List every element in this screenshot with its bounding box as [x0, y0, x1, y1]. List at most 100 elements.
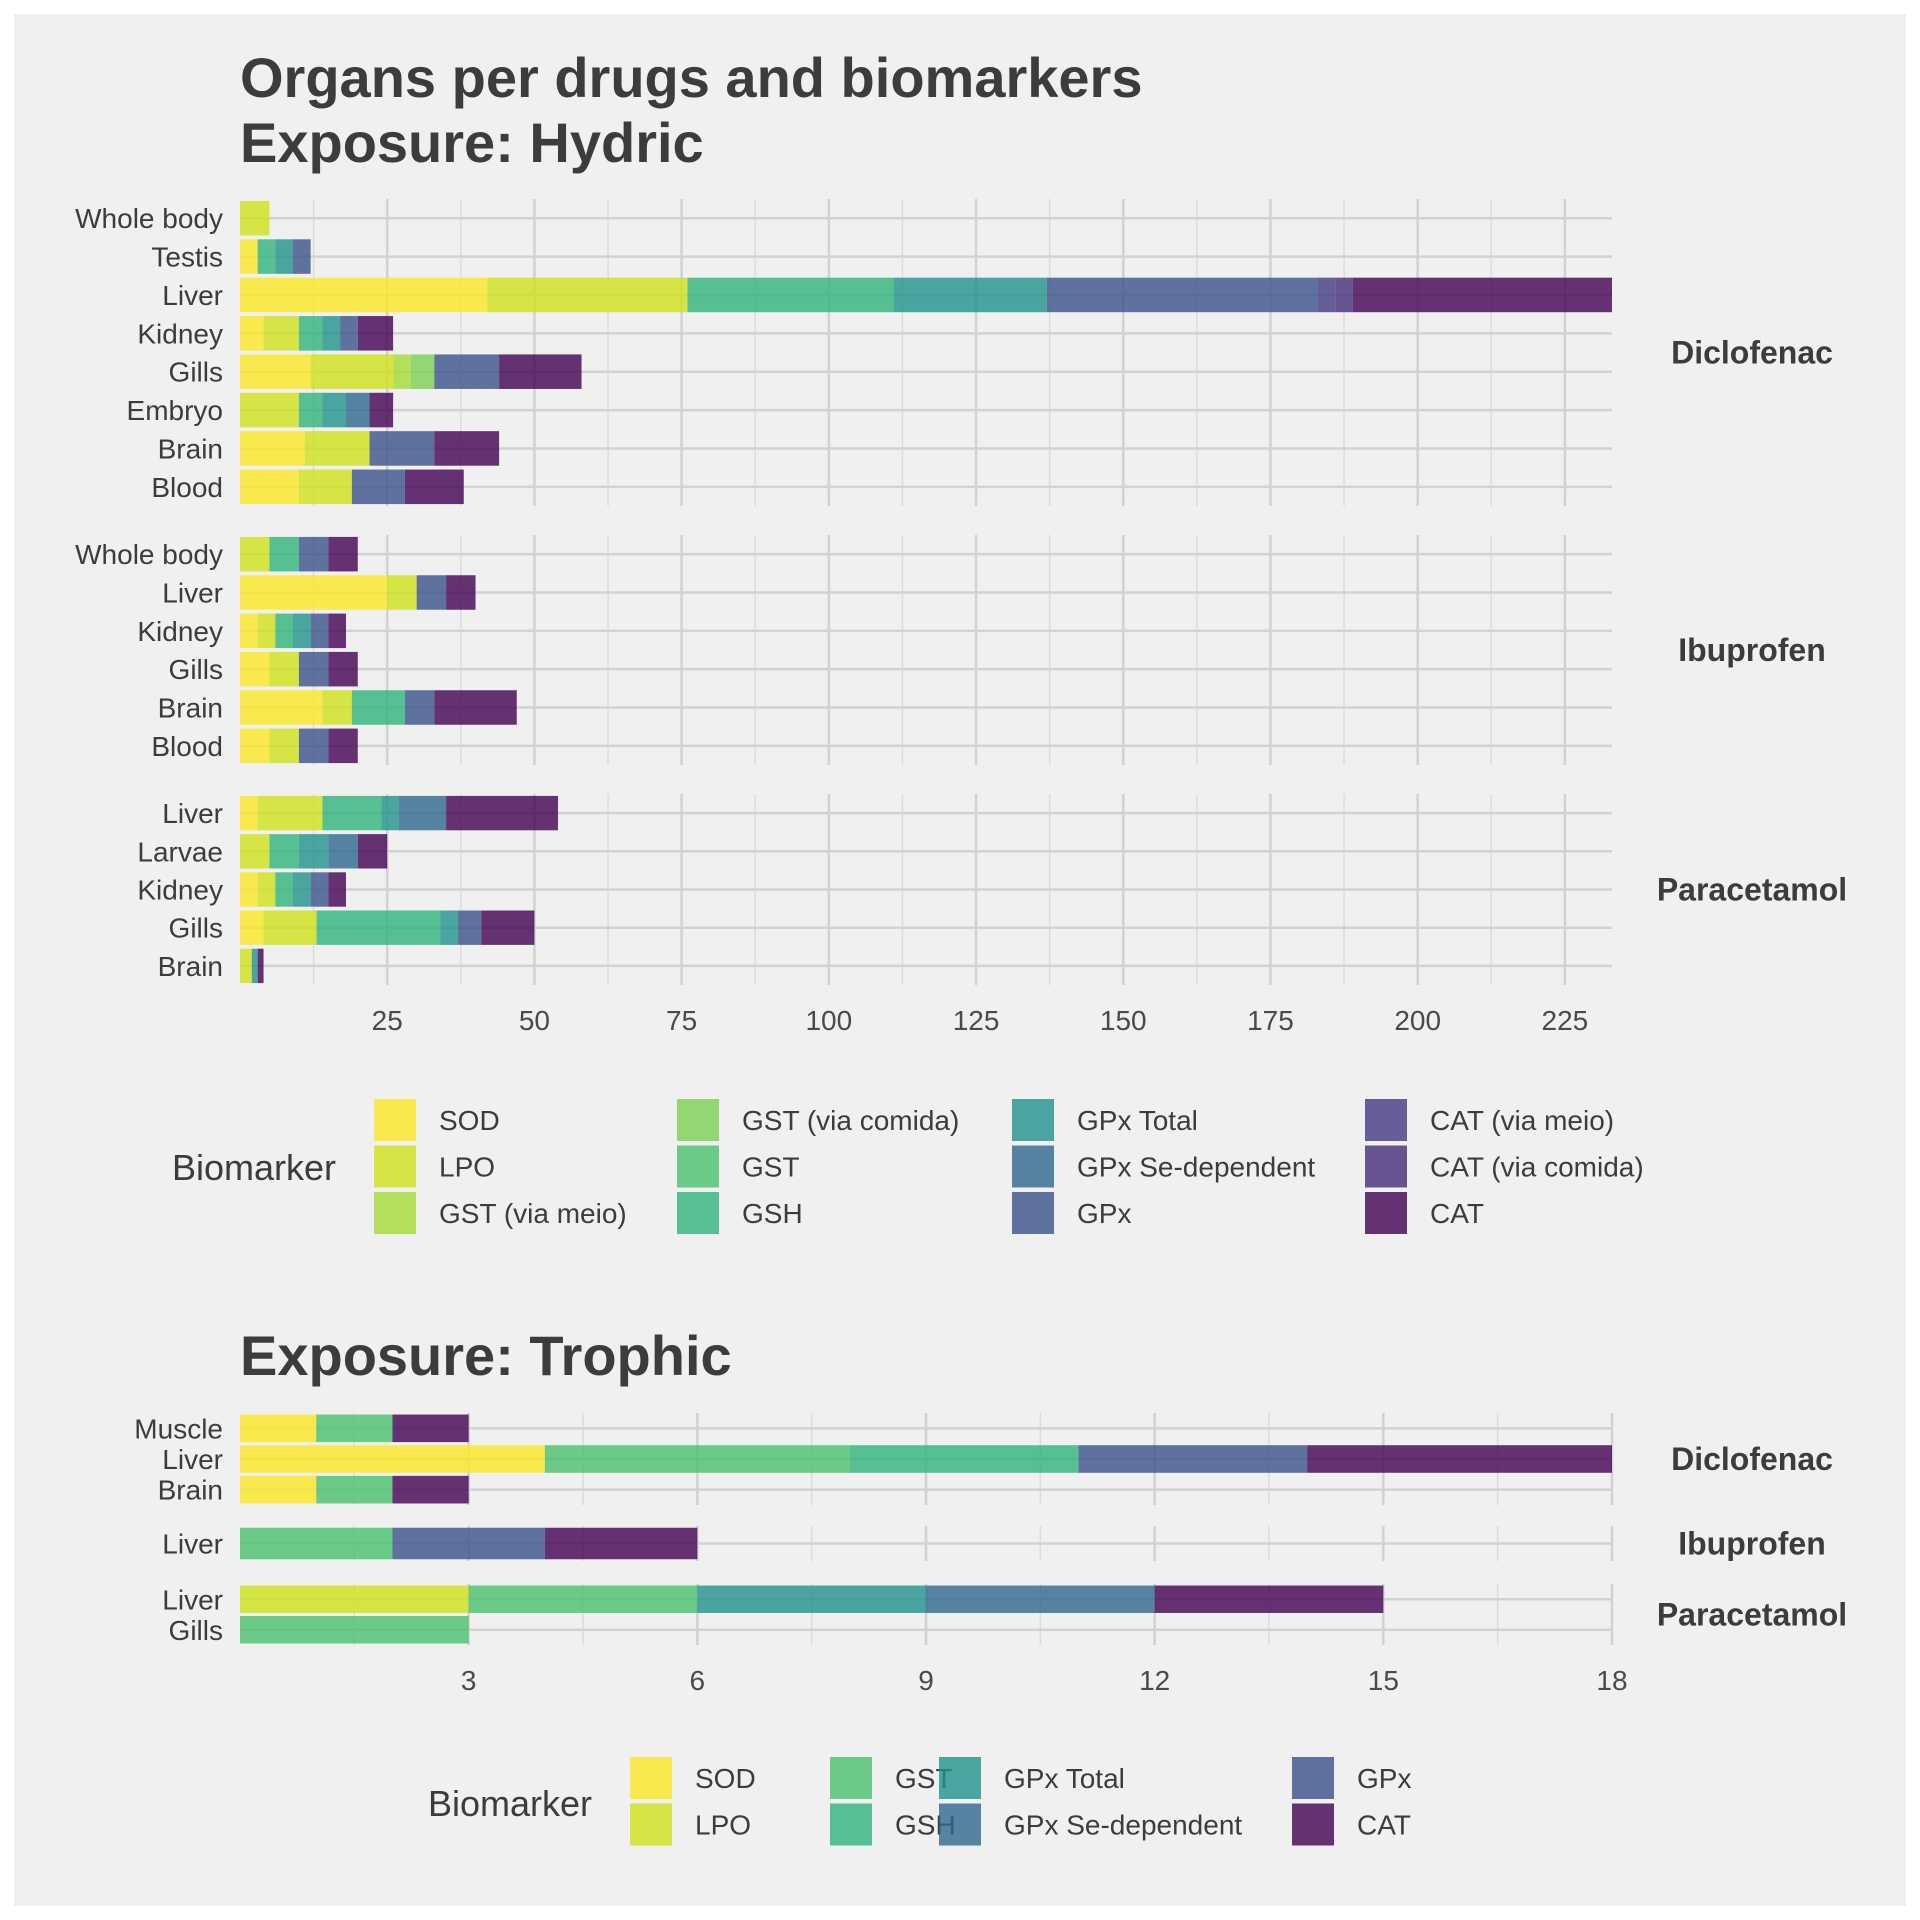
hydric-panel-diclofenac: Whole body Testis Liver Kidney Gills Embryo Br…	[75, 199, 1833, 506]
hydric-bar-ibuprofen-kidney-gpx	[310, 613, 329, 649]
hydric-bar-diclofenac-kidney-gsh	[298, 316, 323, 351]
hydric-bar-diclofenac-brain-cat	[434, 431, 500, 466]
trophic-x-tick-label: 12	[1139, 1665, 1170, 1696]
hydric-chart-subtitle: Exposure: Hydric	[240, 111, 704, 174]
hydric-bar-paracetamol-kidney-lpo	[257, 872, 276, 907]
hydric-legend-key-cat-via-meio	[1365, 1099, 1407, 1141]
trophic-strip-label-paracetamol: Paracetamol	[1657, 1597, 1847, 1633]
hydric-bar-paracetamol-gills-gpx-total	[440, 910, 458, 945]
hydric-organ-label: Whole body	[75, 203, 223, 234]
trophic-legend-key-gsh	[830, 1803, 872, 1846]
hydric-bar-ibuprofen-kidney-gsh	[275, 613, 293, 649]
hydric-legend-label-lpo: LPO	[439, 1152, 495, 1183]
trophic-bar-ibuprofen-liver-gpx	[392, 1527, 545, 1560]
hydric-bar-diclofenac-testis-gsh	[257, 239, 276, 274]
trophic-organ-label: Liver	[162, 1529, 223, 1560]
trophic-bar-diclofenac-brain-sod	[240, 1475, 317, 1504]
hydric-bar-paracetamol-gills-gsh	[316, 910, 441, 945]
trophic-x-tick-label: 3	[461, 1665, 477, 1696]
hydric-bar-ibuprofen-liver-lpo	[387, 575, 417, 610]
trophic-organ-label: Brain	[158, 1475, 223, 1506]
trophic-bar-diclofenac-muscle-gst	[316, 1414, 393, 1443]
hydric-legend-key-sod	[374, 1099, 416, 1141]
trophic-bar-paracetamol-liver-gpx-total	[697, 1585, 926, 1613]
trophic-legend-key-cat	[1292, 1803, 1334, 1846]
hydric-bar-diclofenac-blood-gpx	[351, 469, 405, 505]
trophic-legend-label-gpx-total: GPx Total	[1004, 1763, 1125, 1794]
hydric-bar-ibuprofen-gills-gpx	[298, 651, 329, 687]
hydric-bar-diclofenac-liver-lpo	[487, 277, 688, 313]
hydric-bar-diclofenac-liver-gpx-total	[893, 277, 1047, 313]
hydric-bar-diclofenac-gills-gpx	[434, 354, 500, 389]
trophic-bar-diclofenac-brain-cat	[392, 1475, 469, 1504]
hydric-legend-label-cat-via-comida: CAT (via comida)	[1430, 1152, 1644, 1183]
hydric-organ-label: Testis	[151, 242, 223, 273]
trophic-bar-diclofenac-liver-gst	[544, 1445, 850, 1473]
hydric-bar-diclofenac-brain-lpo	[304, 431, 370, 466]
trophic-bar-diclofenac-muscle-sod	[240, 1414, 317, 1443]
hydric-legend-key-gpx-total	[1012, 1099, 1054, 1141]
hydric-bar-diclofenac-testis-gpx	[292, 239, 311, 274]
trophic-x-tick-label: 6	[690, 1665, 706, 1696]
hydric-x-tick-label: 175	[1247, 1005, 1294, 1036]
hydric-bar-diclofenac-gills-cat	[499, 354, 582, 389]
hydric-bar-diclofenac-kidney-cat	[357, 316, 394, 351]
hydric-legend-key-gsh	[677, 1192, 719, 1234]
trophic-x-tick-label: 9	[918, 1665, 934, 1696]
hydric-bar-paracetamol-brain-gpx-total	[251, 948, 258, 984]
hydric-bar-paracetamol-larvae-gsh	[269, 834, 299, 869]
trophic-legend-key-sod	[630, 1757, 672, 1799]
hydric-bar-ibuprofen-gills-sod	[240, 651, 270, 687]
hydric-legend-label-gpx-total: GPx Total	[1077, 1105, 1198, 1136]
trophic-legend-label-gpx: GPx	[1357, 1763, 1411, 1794]
hydric-organ-label: Gills	[169, 357, 223, 388]
hydric-bar-ibuprofen-liver-sod	[240, 575, 388, 610]
trophic-legend-key-gpx	[1292, 1757, 1334, 1799]
hydric-legend-key-gpx	[1012, 1192, 1054, 1234]
hydric-bar-diclofenac-brain-sod	[240, 431, 305, 466]
hydric-bar-diclofenac-gills-lpo	[310, 354, 394, 389]
hydric-bar-ibuprofen-whole-body-gpx	[298, 536, 329, 572]
hydric-legend-key-lpo	[374, 1145, 416, 1188]
trophic-chart-title: Exposure: Trophic	[240, 1324, 732, 1387]
hydric-organ-label: Blood	[151, 472, 223, 503]
trophic-bar-diclofenac-muscle-cat	[392, 1414, 469, 1443]
hydric-bar-ibuprofen-kidney-cat	[328, 613, 346, 649]
hydric-organ-label: Brain	[158, 433, 223, 464]
hydric-panel-paracetamol: Liver Larvae Kidney Gills Brain Paracetamol	[137, 794, 1847, 985]
hydric-bar-diclofenac-testis-gpx-total	[275, 239, 293, 274]
hydric-organ-label: Kidney	[137, 318, 223, 349]
hydric-bar-diclofenac-liver-cat-via-meio	[1317, 277, 1336, 313]
hydric-bar-paracetamol-liver-gsh	[322, 795, 382, 831]
hydric-bar-ibuprofen-brain-sod	[240, 690, 323, 725]
hydric-bar-paracetamol-liver-lpo	[257, 795, 323, 831]
hydric-bar-paracetamol-kidney-gpx	[310, 872, 329, 907]
hydric-bar-paracetamol-gills-gpx	[457, 910, 482, 945]
trophic-legend-label-cat: CAT	[1357, 1810, 1411, 1841]
hydric-x-tick-label: 100	[805, 1005, 852, 1036]
trophic-legend-key-gpx-se-dependent	[939, 1803, 981, 1846]
hydric-bar-ibuprofen-blood-lpo	[269, 728, 299, 764]
hydric-bar-diclofenac-kidney-lpo	[263, 316, 299, 351]
hydric-bar-diclofenac-blood-lpo	[298, 469, 352, 505]
hydric-organ-label: Whole body	[75, 539, 223, 570]
hydric-bar-paracetamol-larvae-gpx-se-dependent	[328, 834, 358, 869]
trophic-organ-label: Liver	[162, 1444, 223, 1475]
hydric-bar-diclofenac-embryo-gsh	[298, 392, 323, 428]
hydric-legend-label-cat: CAT	[1430, 1198, 1484, 1229]
hydric-bar-ibuprofen-liver-cat	[446, 575, 476, 610]
hydric-bar-paracetamol-gills-lpo	[263, 910, 317, 945]
hydric-bar-diclofenac-embryo-cat	[369, 392, 394, 428]
hydric-organ-label: Gills	[169, 913, 223, 944]
hydric-organ-label: Brain	[158, 951, 223, 982]
hydric-legend-key-gst-via-comida	[677, 1099, 719, 1141]
hydric-bar-ibuprofen-kidney-sod	[240, 613, 258, 649]
hydric-bar-ibuprofen-brain-lpo	[322, 690, 352, 725]
hydric-legend-label-sod: SOD	[439, 1105, 500, 1136]
trophic-bar-diclofenac-liver-sod	[240, 1445, 545, 1473]
